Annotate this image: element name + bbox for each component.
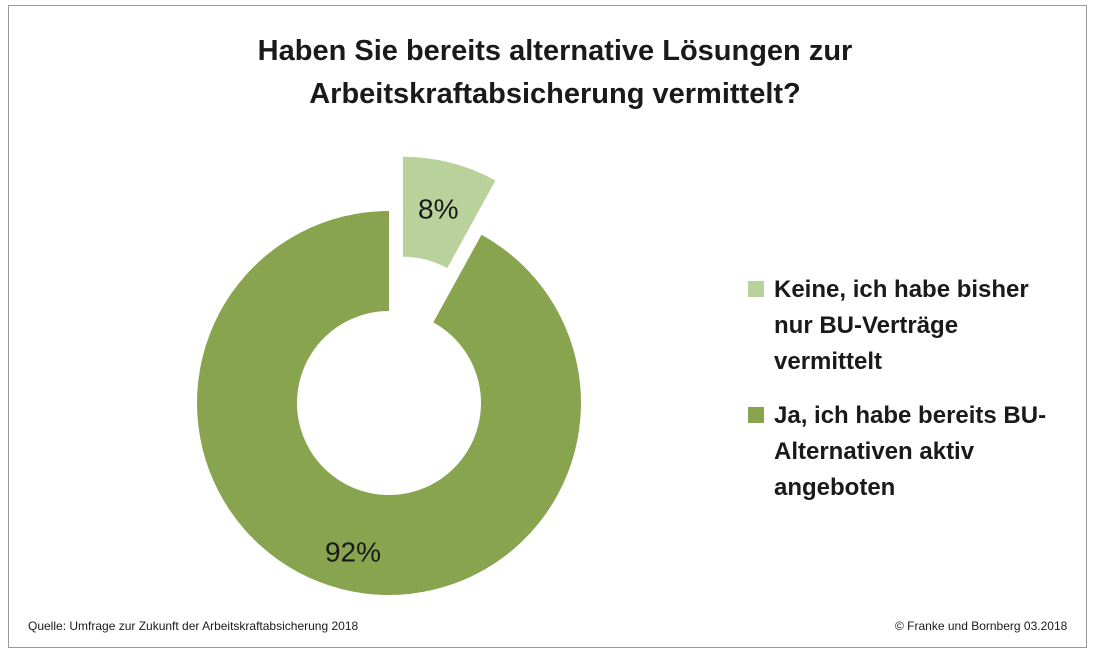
legend-label-ja-line-1: Ja, ich habe bereits BU- (774, 402, 1047, 429)
legend-item-ja: Ja, ich habe bereits BU- Alternativen ak… (748, 398, 1088, 506)
legend-label-keine-line-3: vermittelt (774, 348, 883, 375)
legend-swatch-ja (748, 407, 764, 423)
copyright-note: © Franke und Bornberg 03.2018 (895, 619, 1068, 633)
donut-value-label-keine: 8% (418, 194, 458, 225)
source-note: Quelle: Umfrage zur Zukunft der Arbeitsk… (28, 619, 359, 633)
donut-value-label-ja: 92% (325, 536, 381, 567)
donut-slices (197, 156, 582, 595)
legend-item-keine: Keine, ich habe bisher nur BU-Verträge v… (748, 272, 1088, 380)
donut-value-labels: 8% 92% (325, 194, 458, 568)
legend-swatch-keine (748, 281, 764, 297)
legend-label-keine: Keine, ich habe bisher nur BU-Verträge v… (774, 272, 1088, 380)
legend-label-ja-line-3: angeboten (774, 474, 896, 501)
legend-label-ja-line-2: Alternativen aktiv (774, 438, 975, 465)
chart-title-line-1: Haben Sie bereits alternative Lösungen z… (257, 35, 853, 67)
legend-label-keine-line-1: Keine, ich habe bisher (774, 276, 1029, 303)
donut-slice-keine (402, 156, 496, 269)
chart-title: Haben Sie bereits alternative Lösungen z… (120, 30, 990, 116)
chart-title-line-2: Arbeitskraftabsicherung vermittelt? (309, 78, 801, 110)
legend-label-keine-line-2: nur BU-Verträge (774, 312, 959, 339)
donut-slice-ja (197, 211, 582, 595)
legend-label-ja: Ja, ich habe bereits BU- Alternativen ak… (774, 398, 1088, 506)
legend: Keine, ich habe bisher nur BU-Verträge v… (748, 272, 1088, 524)
